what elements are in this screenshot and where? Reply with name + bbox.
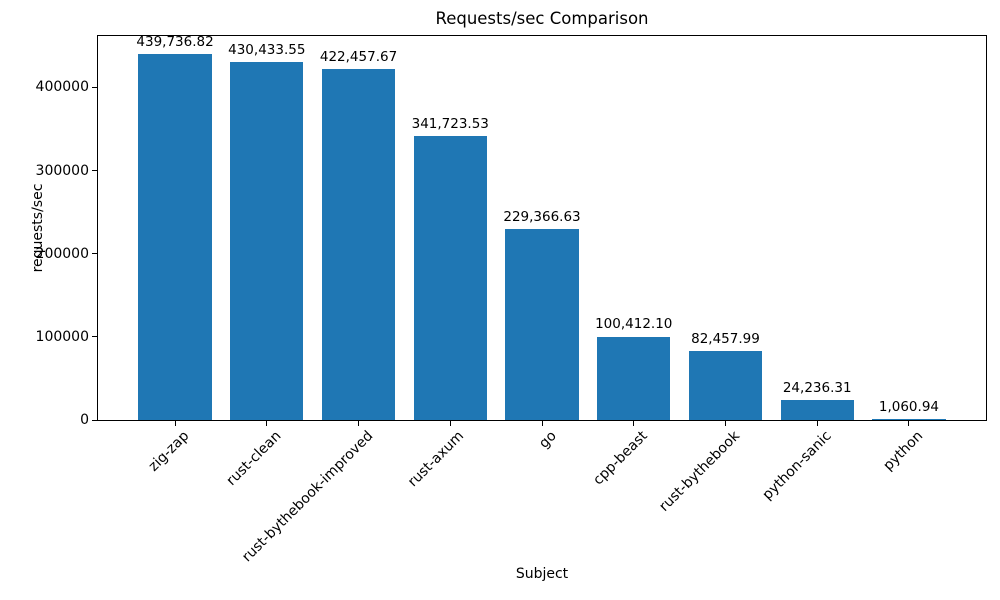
bar [138,54,212,420]
bar-value-label: 1,060.94 [878,399,939,415]
bar [780,399,854,420]
x-tick [724,421,726,426]
y-tick-label: 0 [80,412,89,428]
bar-value-label: 229,366.63 [503,209,581,226]
y-tick-label: 100000 [35,328,89,345]
x-tick [449,421,451,426]
x-tick [358,421,360,426]
y-tick [92,419,97,421]
bar [505,229,579,420]
bar-value-label: 100,412.10 [595,316,673,333]
x-tick-label: python [880,428,927,474]
bar-value-label: 422,457.67 [319,48,398,65]
y-tick [92,86,97,88]
bar [230,62,304,420]
bar [872,419,946,420]
x-tick-label: go [535,428,560,452]
bar-value-label: 82,457.99 [691,331,760,348]
chart-title: Requests/sec Comparison [435,9,649,28]
y-tick-label: 300000 [35,162,89,179]
x-tick-label: cpp-beast [590,428,652,489]
bar [597,336,671,420]
x-tick [541,421,543,426]
x-tick [908,421,910,426]
x-tick-label: zig-zap [145,428,193,475]
plot-area [97,35,987,421]
x-tick [266,421,268,426]
y-tick-label: 200000 [35,245,89,262]
y-tick [92,253,97,255]
bar-value-label: 430,433.55 [228,42,306,59]
x-tick-label: rust-axum [405,428,468,491]
bar [321,68,396,420]
bar [688,351,763,420]
bar-value-label: 24,236.31 [782,379,852,396]
bar-value-label: 439,736.82 [136,34,214,51]
x-tick-label: rust-bythebook [656,428,743,515]
y-tick-label: 400000 [35,79,89,96]
x-axis-label: Subject [515,566,569,582]
bar-value-label: 341,723.53 [411,115,489,132]
y-tick [92,336,97,338]
x-tick [633,421,635,426]
x-tick [816,421,818,426]
x-tick-label: rust-clean [223,428,285,489]
y-tick [92,170,97,171]
bar [413,135,487,420]
x-tick [174,421,176,426]
x-tick-label: python-sanic [759,428,835,504]
